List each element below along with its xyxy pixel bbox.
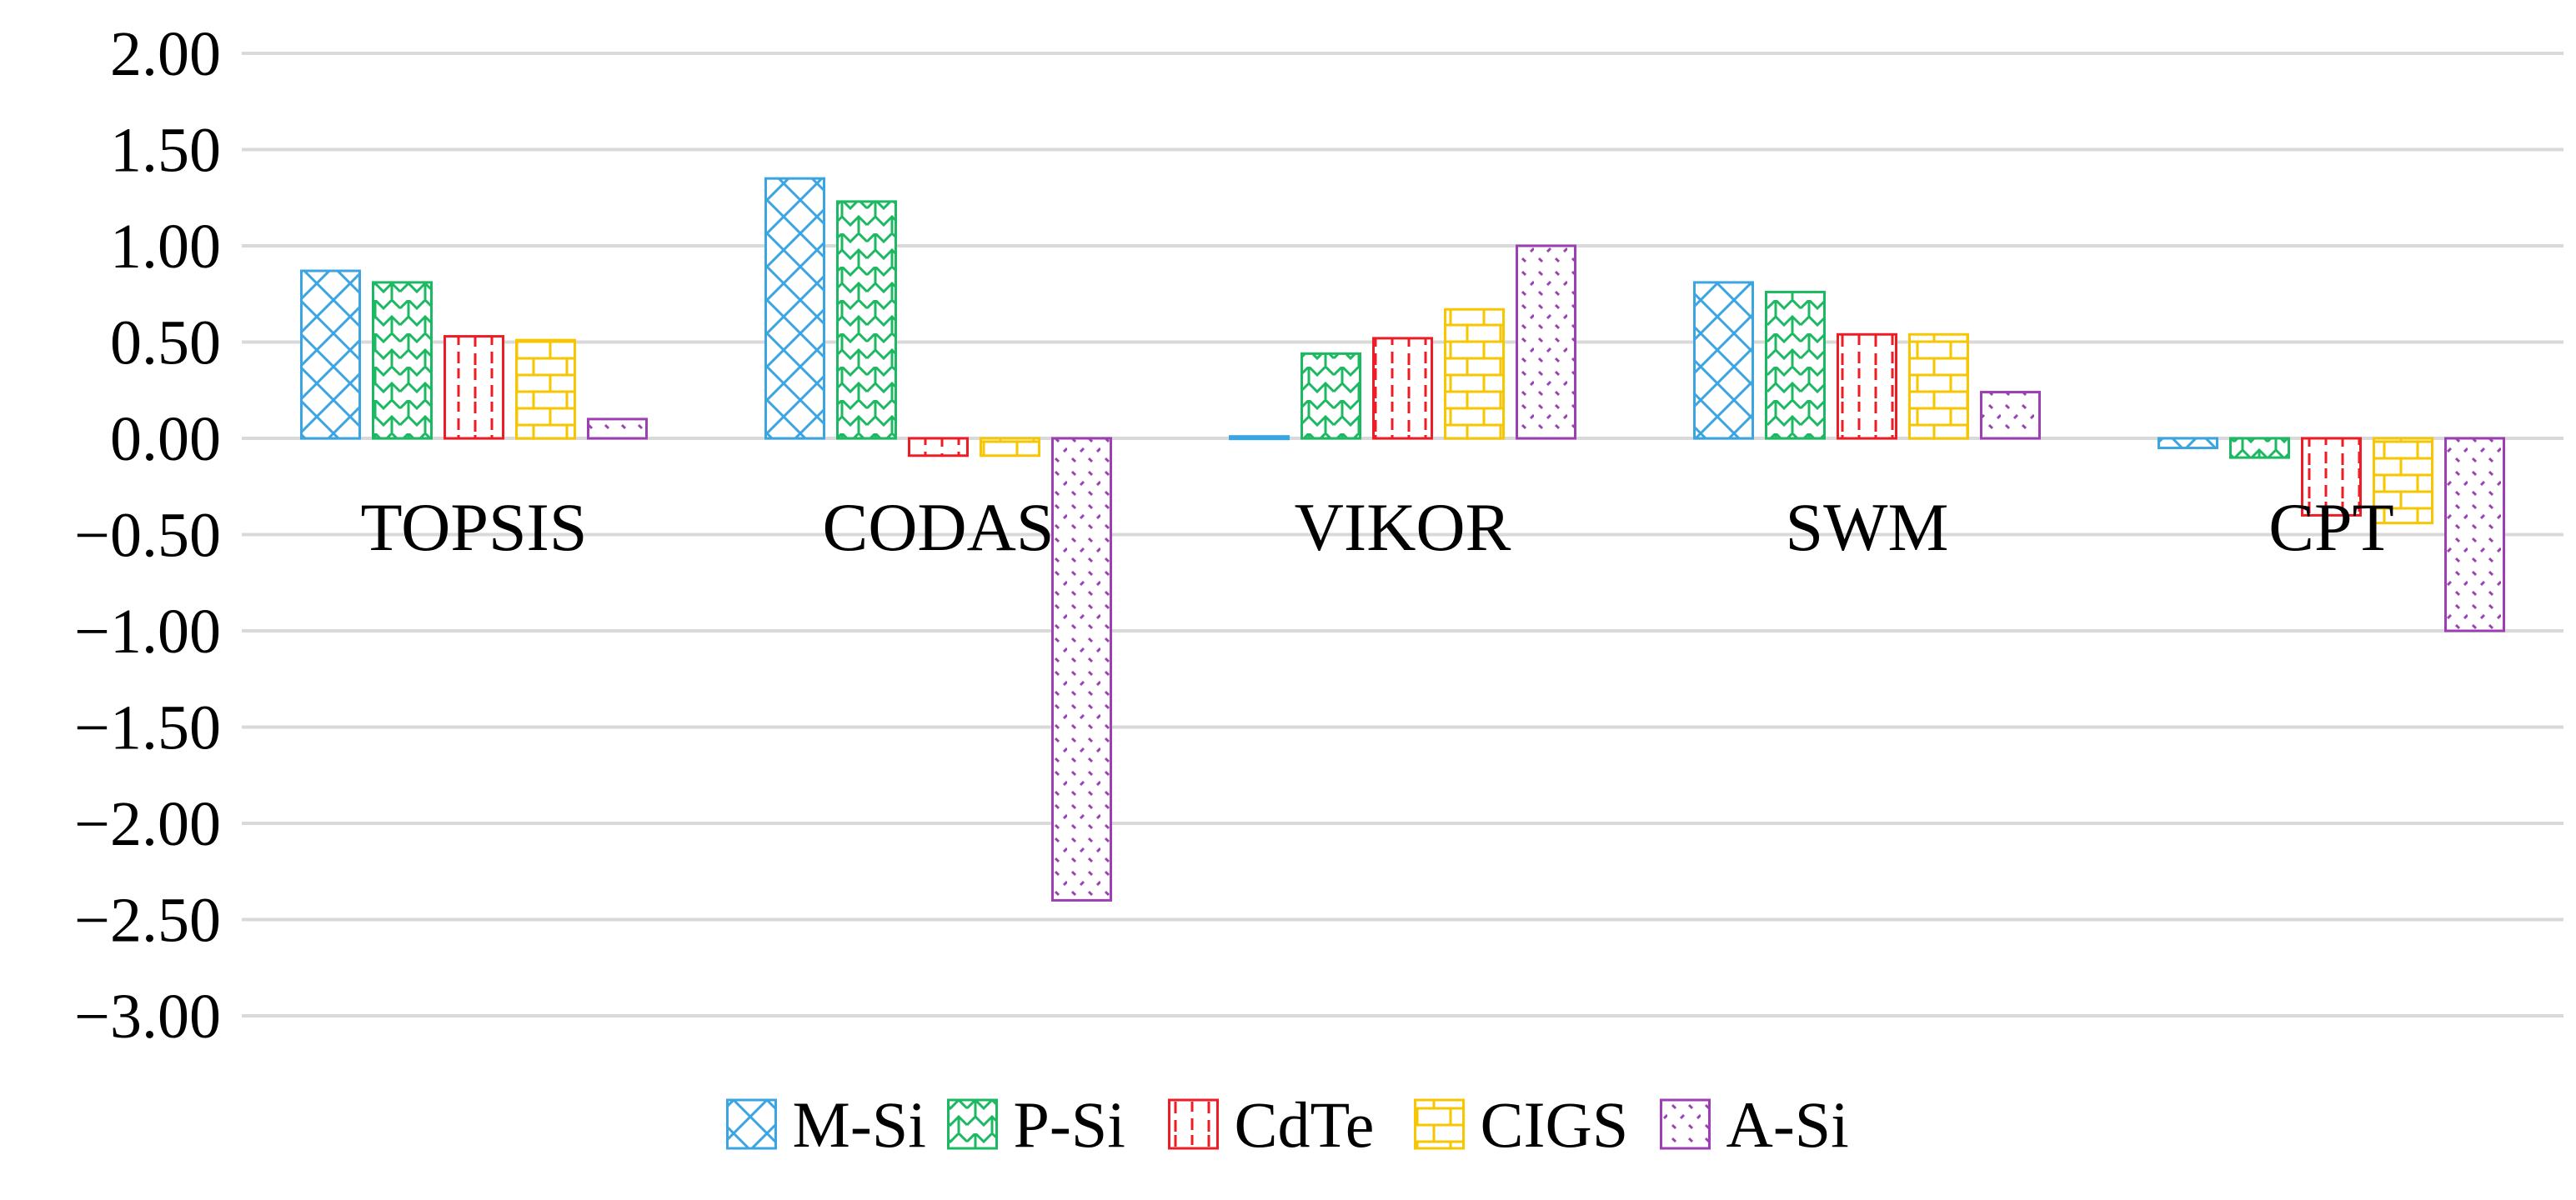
bar-cigs-topsis	[515, 338, 576, 440]
category-label-cpt: CPT	[2268, 489, 2393, 565]
bar-cdte-cpt	[2301, 437, 2362, 517]
legend-swatch	[1660, 1098, 1711, 1150]
bar-m-si-codas	[764, 177, 825, 440]
bar-a-si-topsis	[587, 418, 648, 440]
bar-a-si-codas	[1051, 437, 1112, 902]
legend-swatch	[1414, 1098, 1465, 1150]
bar-a-si-swm	[1980, 391, 2041, 440]
y-tick-label: 2.00	[110, 19, 221, 89]
bar-cdte-vikor	[1372, 337, 1433, 440]
y-tick-label: −1.00	[74, 597, 221, 667]
bar-p-si-topsis	[372, 281, 433, 440]
category-label-vikor: VIKOR	[1295, 489, 1511, 565]
bar-a-si-vikor	[1516, 244, 1576, 440]
bar-p-si-swm	[1765, 290, 1826, 440]
legend-item-p-si: P-Si	[947, 1088, 1125, 1161]
category-labels: TOPSIS CODAS VIKOR SWM CPT	[361, 489, 2394, 565]
category-label-topsis: TOPSIS	[361, 489, 588, 565]
legend-swatch	[947, 1098, 998, 1150]
legend-swatch	[1168, 1098, 1219, 1150]
bars	[300, 177, 2505, 902]
bar-m-si-vikor	[1229, 435, 1290, 441]
y-tick-label: 0.50	[110, 308, 221, 378]
legend-swatch	[726, 1098, 777, 1150]
legend-label: CdTe	[1235, 1088, 1375, 1161]
bar-p-si-cpt	[2229, 437, 2290, 459]
bar-cigs-cpt	[2373, 437, 2433, 525]
category-label-swm: SWM	[1786, 489, 1949, 565]
bar-p-si-vikor	[1301, 352, 1361, 440]
legend-item-m-si: M-Si	[726, 1088, 926, 1161]
y-tick-label: 0.00	[110, 404, 221, 474]
bar-cigs-vikor	[1444, 308, 1505, 440]
bar-cdte-topsis	[444, 335, 504, 440]
y-axis-tick-labels: 2.00 1.50 1.00 0.50 0.00 −0.50 −1.00 −1.50 −2.00…	[74, 19, 221, 1052]
y-tick-label: 1.00	[110, 212, 221, 282]
category-label-codas: CODAS	[823, 489, 1055, 565]
legend-item-a-si: A-Si	[1660, 1088, 1849, 1161]
bar-cdte-swm	[1837, 332, 1897, 440]
bar-cigs-codas	[980, 437, 1040, 458]
bar-m-si-topsis	[300, 269, 361, 440]
y-tick-label: −0.50	[74, 501, 221, 571]
legend-label: A-Si	[1727, 1088, 1849, 1161]
legend-label: M-Si	[793, 1088, 926, 1161]
legend-item-cigs: CIGS	[1414, 1088, 1629, 1161]
y-tick-label: −2.00	[74, 789, 221, 859]
bar-cdte-codas	[908, 437, 969, 458]
bar-m-si-swm	[1693, 281, 1754, 440]
y-tick-label: −1.50	[74, 693, 221, 763]
legend-item-cdte: CdTe	[1168, 1088, 1375, 1161]
y-tick-label: −3.00	[74, 982, 221, 1052]
bar-p-si-codas	[836, 200, 897, 440]
legend-label: P-Si	[1014, 1088, 1125, 1161]
bar-cigs-swm	[1908, 332, 1969, 440]
bar-a-si-cpt	[2444, 437, 2505, 632]
y-tick-label: −2.50	[74, 886, 221, 956]
bar-m-si-cpt	[2158, 437, 2218, 450]
legend: M-Si P-Si CdTe CIGS A-Si	[726, 1088, 1849, 1161]
y-tick-label: 1.50	[110, 116, 221, 186]
legend-label: CIGS	[1481, 1088, 1629, 1161]
